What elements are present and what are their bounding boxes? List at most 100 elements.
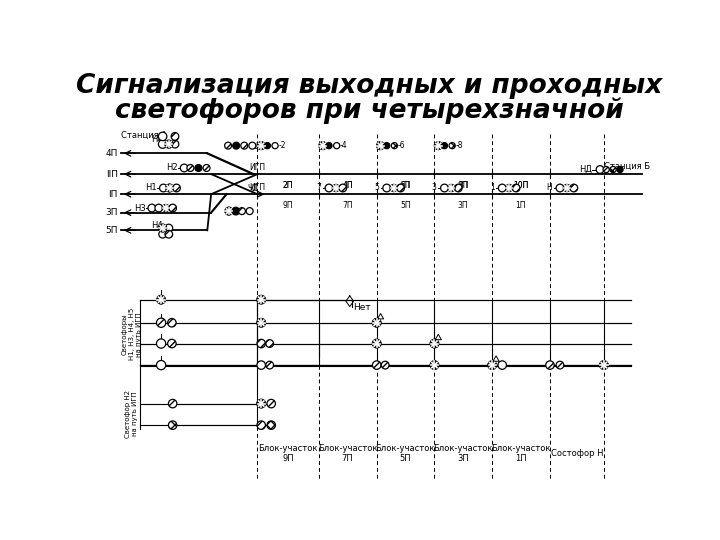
Circle shape [256, 399, 266, 408]
Circle shape [168, 319, 176, 327]
Circle shape [498, 184, 506, 192]
Circle shape [332, 184, 340, 192]
Circle shape [498, 361, 506, 369]
Circle shape [272, 143, 278, 148]
Circle shape [257, 361, 266, 369]
Circle shape [246, 208, 253, 214]
Text: Нет: Нет [354, 303, 372, 312]
Circle shape [225, 142, 232, 149]
Circle shape [162, 204, 170, 212]
Circle shape [240, 142, 248, 149]
Text: 6П: 6П [400, 181, 411, 190]
Circle shape [238, 208, 246, 214]
Text: Блок-участок
9П: Блок-участок 9П [258, 444, 318, 463]
Text: Светофоры
Н1, Н3, Н4, Н5
на путь ИГП: Светофоры Н1, Н3, Н4, Н5 на путь ИГП [122, 308, 142, 360]
Circle shape [441, 143, 448, 148]
Text: светофоров при четырехзначной: светофоров при четырехзначной [114, 98, 624, 124]
Circle shape [512, 184, 520, 192]
Text: 10П: 10П [513, 181, 528, 190]
Text: -2: -2 [278, 141, 286, 150]
Text: Сигнализация выходных и проходных: Сигнализация выходных и проходных [76, 72, 662, 99]
Circle shape [203, 165, 210, 171]
Circle shape [390, 184, 397, 192]
Text: Блок-участок
5П: Блок-участок 5П [375, 444, 435, 463]
Text: ИГП: ИГП [249, 184, 266, 192]
Text: 8П: 8П [458, 181, 468, 190]
Text: 1П: 1П [516, 201, 526, 210]
Circle shape [168, 339, 176, 348]
Text: Блок-участок
3П: Блок-участок 3П [433, 444, 492, 463]
Circle shape [384, 143, 390, 148]
Circle shape [318, 141, 327, 150]
Circle shape [487, 361, 497, 370]
Text: 5П: 5П [105, 226, 118, 235]
Circle shape [382, 361, 389, 369]
Circle shape [599, 361, 608, 370]
Circle shape [339, 184, 346, 192]
Text: 6П: 6П [400, 181, 410, 190]
Circle shape [377, 141, 384, 150]
Circle shape [156, 318, 166, 327]
Circle shape [505, 184, 513, 192]
Circle shape [155, 204, 163, 212]
Text: 5П: 5П [400, 201, 410, 210]
Text: Н3: Н3 [134, 204, 145, 213]
Circle shape [372, 318, 382, 327]
Circle shape [168, 400, 177, 408]
Circle shape [156, 361, 166, 370]
Text: Н4: Н4 [151, 221, 163, 230]
Circle shape [449, 143, 455, 148]
Text: ИГП: ИГП [249, 164, 266, 172]
Circle shape [233, 142, 240, 149]
Text: Блок-участок
1П: Блок-участок 1П [491, 444, 550, 463]
Circle shape [617, 166, 623, 173]
Circle shape [546, 361, 554, 369]
Circle shape [165, 224, 173, 232]
Circle shape [171, 140, 179, 148]
Circle shape [392, 143, 397, 148]
Circle shape [372, 361, 381, 369]
Text: 8П: 8П [458, 181, 469, 190]
Circle shape [266, 361, 274, 369]
Text: 4П: 4П [342, 181, 353, 190]
Circle shape [563, 184, 571, 192]
Circle shape [166, 184, 174, 192]
Text: Станция А: Станция А [121, 131, 167, 140]
Text: ЧД: ЧД [248, 184, 259, 192]
Circle shape [195, 165, 202, 171]
Circle shape [171, 132, 179, 140]
Circle shape [333, 143, 340, 148]
Text: 3П: 3П [458, 201, 468, 210]
Text: 7П: 7П [342, 201, 353, 210]
Text: Н4: Н4 [151, 135, 163, 144]
Circle shape [249, 142, 256, 149]
Circle shape [232, 207, 240, 215]
Circle shape [264, 143, 271, 148]
Circle shape [257, 141, 266, 150]
Circle shape [257, 339, 266, 348]
Text: -6: -6 [397, 141, 405, 150]
Circle shape [267, 400, 276, 408]
Text: НД: НД [580, 165, 593, 174]
Text: -8: -8 [455, 141, 463, 150]
Text: 4П: 4П [106, 149, 118, 158]
Text: 5: 5 [374, 184, 379, 192]
Circle shape [325, 184, 333, 192]
Circle shape [434, 141, 443, 150]
Circle shape [159, 231, 166, 238]
Circle shape [187, 165, 194, 171]
Text: Н1: Н1 [145, 184, 157, 192]
Circle shape [326, 143, 332, 148]
Text: 3: 3 [432, 184, 437, 192]
Circle shape [156, 339, 166, 348]
Text: 2П: 2П [283, 181, 294, 190]
Text: 2П: 2П [283, 181, 294, 190]
Text: Блок-участок
7П: Блок-участок 7П [318, 444, 377, 463]
Circle shape [173, 184, 180, 192]
Text: Светофор Н2
на путь ИГП: Светофор Н2 на путь ИГП [125, 390, 138, 437]
Circle shape [266, 340, 274, 347]
Text: IП: IП [109, 190, 118, 199]
Text: 9П: 9П [283, 201, 294, 210]
Circle shape [256, 295, 266, 304]
Circle shape [256, 318, 266, 327]
